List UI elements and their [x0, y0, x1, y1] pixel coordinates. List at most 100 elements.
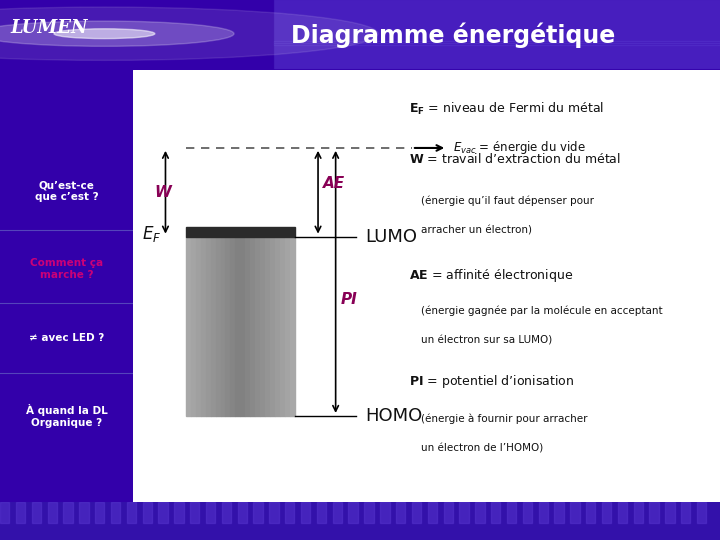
Bar — [665, 502, 675, 523]
Bar — [539, 502, 548, 523]
Bar — [206, 502, 215, 523]
Bar — [274, 43, 720, 44]
Bar — [289, 237, 294, 416]
Text: HOMO: HOMO — [365, 407, 422, 425]
Bar — [143, 502, 152, 523]
Bar — [222, 502, 231, 523]
Bar — [260, 237, 265, 416]
Bar — [274, 59, 720, 60]
Bar — [255, 237, 260, 416]
Bar — [274, 67, 720, 68]
Text: (énergie à fournir pour arracher: (énergie à fournir pour arracher — [420, 414, 588, 424]
Bar — [63, 502, 73, 523]
Text: À quand la DL
Organique ?: À quand la DL Organique ? — [26, 404, 107, 428]
Text: $\mathbf{W}$ = travail d’extraction du métal: $\mathbf{W}$ = travail d’extraction du m… — [409, 152, 621, 166]
Bar — [211, 237, 215, 416]
Text: $\mathbf{E_F}$ = niveau de Fermi du métal: $\mathbf{E_F}$ = niveau de Fermi du méta… — [409, 100, 604, 117]
Text: W: W — [154, 185, 171, 200]
Text: AE: AE — [323, 176, 345, 191]
Bar — [274, 20, 720, 21]
Bar — [238, 502, 247, 523]
Bar — [554, 502, 564, 523]
Bar — [274, 26, 720, 27]
Text: LUMO: LUMO — [365, 227, 417, 246]
Bar — [618, 502, 627, 523]
Bar — [475, 502, 485, 523]
Bar — [274, 33, 720, 35]
Bar — [240, 237, 246, 416]
Bar — [348, 502, 358, 523]
Bar — [586, 502, 595, 523]
Bar — [215, 237, 220, 416]
Bar — [95, 502, 104, 523]
Bar — [48, 502, 57, 523]
Text: Qu’est-ce
que c’est ?: Qu’est-ce que c’est ? — [35, 180, 99, 202]
Bar — [364, 502, 374, 523]
Bar — [274, 45, 720, 46]
Bar — [285, 502, 294, 523]
Bar — [274, 18, 720, 19]
Bar — [16, 502, 25, 523]
Bar — [491, 502, 500, 523]
Bar — [230, 237, 235, 416]
Bar — [196, 237, 201, 416]
Bar — [274, 63, 720, 64]
Text: $\mathbf{AE}$ = affinité électronique: $\mathbf{AE}$ = affinité électronique — [409, 267, 573, 284]
Bar — [32, 502, 41, 523]
Bar — [681, 502, 690, 523]
Bar — [317, 502, 326, 523]
Bar — [225, 237, 230, 416]
Text: Comment ça
marche ?: Comment ça marche ? — [30, 258, 103, 280]
Bar — [523, 502, 532, 523]
Bar — [206, 237, 211, 416]
Bar — [274, 30, 720, 31]
Bar — [274, 0, 720, 1]
Bar — [201, 237, 206, 416]
Bar — [428, 502, 437, 523]
Bar — [570, 502, 580, 523]
Bar — [444, 502, 453, 523]
Bar — [274, 28, 720, 29]
Bar — [274, 32, 720, 33]
Bar — [270, 237, 275, 416]
Bar — [265, 237, 270, 416]
Text: (énergie qu’il faut dépenser pour: (énergie qu’il faut dépenser pour — [420, 195, 594, 206]
Text: $E_F$: $E_F$ — [142, 224, 161, 245]
Bar — [649, 502, 659, 523]
Text: Diagramme énergétique: Diagramme énergétique — [292, 22, 616, 48]
Bar — [274, 38, 720, 39]
Bar — [274, 14, 720, 15]
Bar — [111, 502, 120, 523]
Bar — [186, 227, 294, 237]
Bar — [253, 502, 263, 523]
Text: PI: PI — [341, 292, 357, 307]
Bar — [220, 237, 225, 416]
Bar — [274, 48, 720, 49]
Bar — [602, 502, 611, 523]
Bar — [274, 8, 720, 9]
Bar — [396, 502, 405, 523]
Bar — [274, 36, 720, 37]
Bar — [127, 502, 136, 523]
Bar — [275, 237, 280, 416]
Bar — [274, 53, 720, 55]
Bar — [158, 502, 168, 523]
Bar — [333, 502, 342, 523]
Bar — [301, 502, 310, 523]
Bar — [274, 42, 720, 43]
Bar — [274, 4, 720, 5]
Bar — [191, 237, 196, 416]
Bar — [0, 502, 9, 523]
Bar — [274, 39, 720, 40]
Bar — [274, 51, 720, 52]
Circle shape — [0, 21, 234, 46]
Bar — [274, 61, 720, 62]
Circle shape — [0, 7, 378, 60]
Bar — [274, 6, 720, 7]
Bar — [274, 24, 720, 25]
Bar — [274, 10, 720, 11]
Bar — [697, 502, 706, 523]
Text: (énergie gagnée par la molécule en acceptant: (énergie gagnée par la molécule en accep… — [420, 306, 662, 316]
Bar — [274, 12, 720, 13]
Bar — [274, 16, 720, 17]
